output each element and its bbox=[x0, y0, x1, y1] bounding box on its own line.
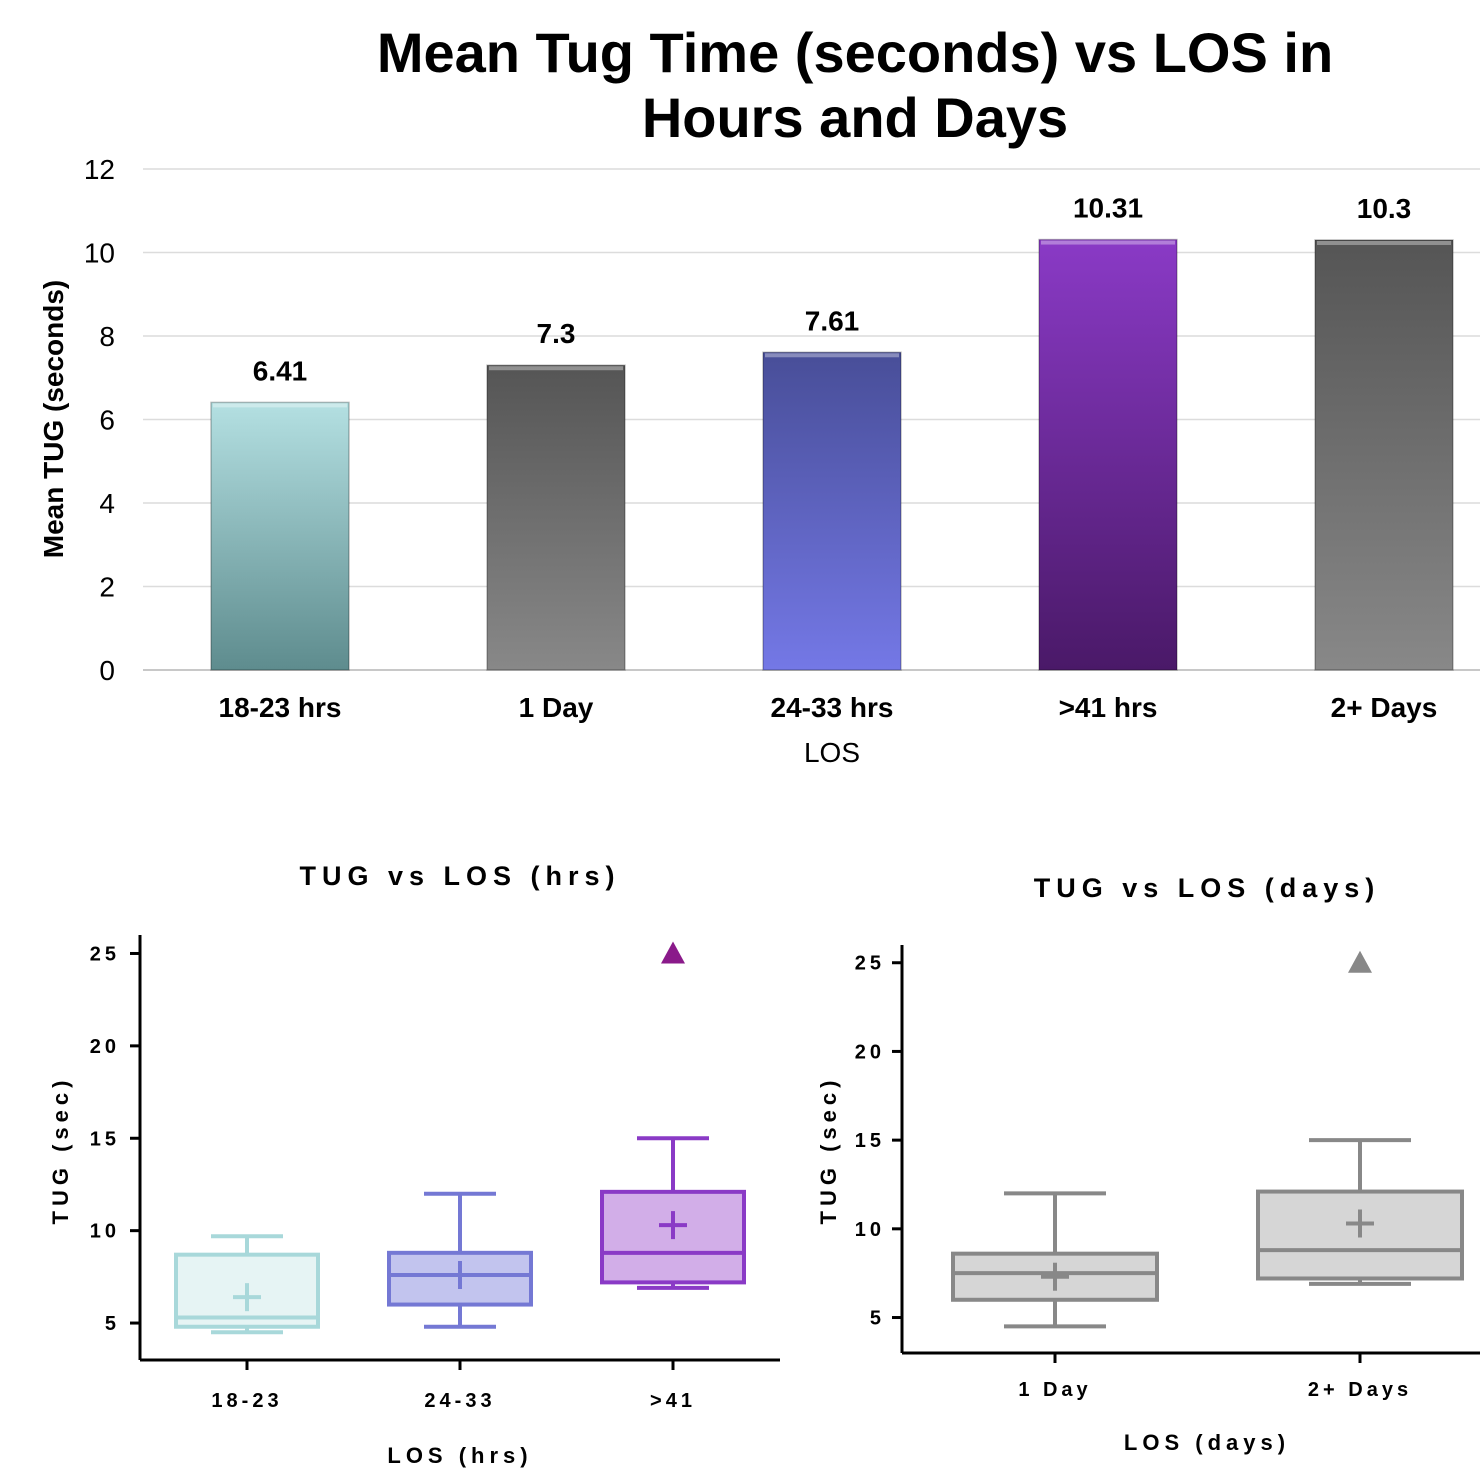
bar-x-label-1-day: 1 Day bbox=[519, 692, 594, 723]
bar-chart-bars bbox=[210, 238, 1454, 671]
days-x-label-2-days: 2+ Days bbox=[1308, 1379, 1412, 1401]
hours-box-41 bbox=[600, 941, 746, 1290]
bar-24-33-hrs bbox=[762, 351, 902, 671]
hours-y-tick-10: 10 bbox=[90, 1221, 120, 1243]
bar-y-tick-4: 4 bbox=[99, 488, 115, 519]
bar-chart-x-categories: 18-23 hrs 1 Day 24-33 hrs >41 hrs 2+ Days bbox=[219, 692, 1438, 723]
hours-outlier-41-0 bbox=[661, 941, 685, 964]
bar-y-tick-2: 2 bbox=[99, 572, 115, 603]
bar-x-label-2-days: 2+ Days bbox=[1331, 692, 1438, 723]
bar-value-label-1-day: 7.3 bbox=[537, 318, 576, 349]
bar-chart-value-labels: 6.41 7.3 7.61 10.31 10.3 bbox=[253, 193, 1412, 387]
boxplot-days-title: TUG vs LOS (days) bbox=[1034, 873, 1381, 903]
bar-y-tick-0: 0 bbox=[99, 655, 115, 686]
days-outlier-2-days-0 bbox=[1348, 950, 1372, 973]
bar-value-label-2-days: 10.3 bbox=[1357, 193, 1412, 224]
bar-highlight-2-days bbox=[1317, 240, 1451, 245]
days-x-label-1-day: 1 Day bbox=[1018, 1379, 1091, 1401]
bar-chart-gridlines bbox=[143, 168, 1480, 671]
hours-y-tick-5: 5 bbox=[105, 1313, 120, 1335]
boxplot-hours-x-axis-label: LOS (hrs) bbox=[387, 1443, 532, 1468]
bar-y-tick-6: 6 bbox=[99, 405, 115, 436]
bar-1-day bbox=[486, 364, 626, 671]
bar-highlight-24-33-hrs bbox=[765, 353, 899, 358]
bar-y-tick-12: 12 bbox=[84, 154, 115, 185]
days-y-tick-15: 15 bbox=[855, 1130, 885, 1152]
hours-y-tick-15: 15 bbox=[90, 1128, 120, 1150]
boxplot-days-x-axis-label: LOS (days) bbox=[1124, 1430, 1290, 1455]
bar-chart-x-axis-label: LOS bbox=[804, 737, 860, 768]
bar-chart-title-line-1: Mean Tug Time (seconds) vs LOS in bbox=[377, 21, 1333, 84]
boxplot-days-plot: 5 10 15 20 25 1 Day 2+ Days bbox=[855, 945, 1480, 1401]
days-y-tick-5: 5 bbox=[870, 1308, 885, 1330]
bar-x-label-41-hrs: >41 hrs bbox=[1059, 692, 1158, 723]
days-box-2-days bbox=[1256, 950, 1464, 1286]
bar-chart-title-line-2: Hours and Days bbox=[642, 86, 1068, 149]
boxplot-days-y-axis-label: TUG (sec) bbox=[816, 1076, 841, 1225]
days-box-1-day bbox=[951, 1191, 1159, 1329]
days-y-tick-20: 20 bbox=[855, 1041, 885, 1063]
hours-box-24-33 bbox=[387, 1191, 533, 1329]
bar-y-tick-10: 10 bbox=[84, 238, 115, 269]
hours-x-label-41: >41 bbox=[650, 1390, 696, 1412]
bar-highlight-1-day bbox=[489, 366, 623, 371]
days-y-tick-25: 25 bbox=[855, 953, 885, 975]
bar-chart-y-ticks: 0 2 4 6 8 10 12 bbox=[84, 154, 115, 686]
bar-value-label-18-23-hrs: 6.41 bbox=[253, 355, 308, 386]
boxplot-hours-plot: 5 10 15 20 25 18-23 24-33 >41 bbox=[90, 935, 780, 1412]
bar-18-23-hrs bbox=[210, 401, 350, 671]
hours-x-label-18-23: 18-23 bbox=[211, 1390, 282, 1412]
hours-y-tick-25: 25 bbox=[90, 943, 120, 965]
bar-x-label-18-23-hrs: 18-23 hrs bbox=[219, 692, 342, 723]
bar-highlight-41-hrs bbox=[1041, 240, 1175, 245]
boxplot-hours-y-axis-label: TUG (sec) bbox=[48, 1076, 73, 1225]
days-y-tick-10: 10 bbox=[855, 1219, 885, 1241]
bar-41-hrs bbox=[1038, 238, 1178, 671]
hours-y-tick-20: 20 bbox=[90, 1036, 120, 1058]
bar-y-tick-8: 8 bbox=[99, 321, 115, 352]
boxplot-hours-title: TUG vs LOS (hrs) bbox=[299, 861, 620, 891]
hours-box-18-23 bbox=[174, 1234, 320, 1335]
bar-value-label-24-33-hrs: 7.61 bbox=[805, 305, 860, 336]
bar-x-label-24-33-hrs: 24-33 hrs bbox=[771, 692, 894, 723]
hours-x-label-24-33: 24-33 bbox=[424, 1390, 495, 1412]
bar-value-label-41-hrs: 10.31 bbox=[1073, 193, 1143, 224]
bar-chart: Mean Tug Time (seconds) vs LOS in Hours … bbox=[38, 21, 1480, 768]
bar-2-days bbox=[1314, 239, 1454, 671]
bar-chart-y-axis-label: Mean TUG (seconds) bbox=[38, 280, 69, 558]
bar-highlight-18-23-hrs bbox=[213, 403, 347, 408]
